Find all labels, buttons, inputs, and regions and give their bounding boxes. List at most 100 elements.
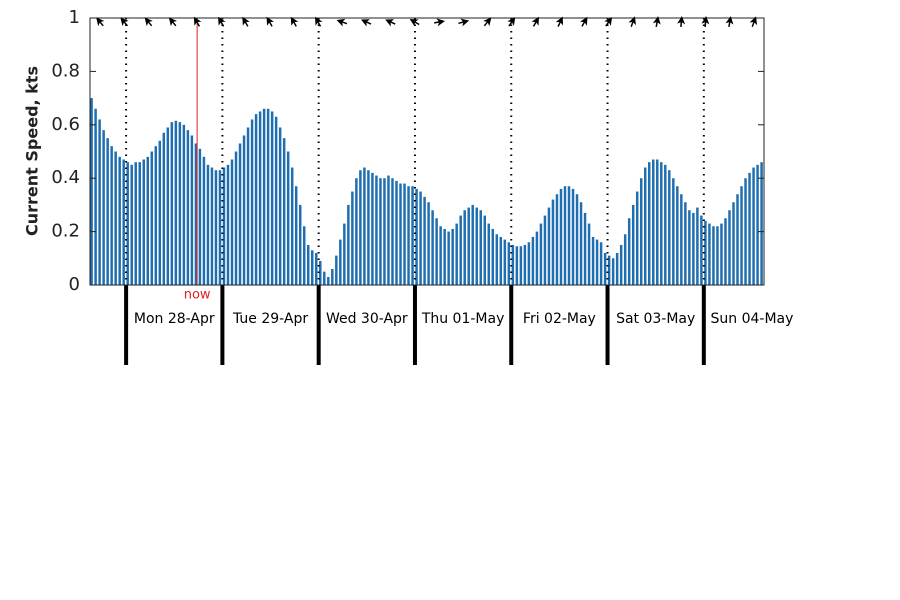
bar <box>664 164 667 285</box>
direction-arrow <box>749 16 758 27</box>
y-tick-label: 0.6 <box>51 114 80 135</box>
now-label: now <box>184 288 211 303</box>
bar <box>491 228 495 285</box>
bar <box>631 204 635 285</box>
bar <box>732 202 735 285</box>
bar <box>676 186 679 285</box>
bar <box>110 146 113 285</box>
arrow-head <box>193 16 202 26</box>
bar <box>700 215 703 285</box>
direction-arrow <box>628 16 636 27</box>
bar <box>335 255 338 285</box>
bar <box>479 210 482 285</box>
y-tick-label: 0.8 <box>51 60 80 81</box>
bar <box>315 252 318 285</box>
bar <box>499 236 503 285</box>
bar <box>439 226 442 285</box>
arrow-head <box>315 16 323 26</box>
bar <box>166 127 170 285</box>
y-tick-label: 0.2 <box>51 221 80 242</box>
bar <box>186 130 190 285</box>
bar <box>547 207 551 285</box>
direction-arrow <box>96 17 105 27</box>
bar <box>351 191 354 285</box>
direction-arrow <box>120 17 129 27</box>
bar <box>543 215 547 285</box>
bar <box>202 156 206 285</box>
day-label: Mon 28-Apr <box>134 311 215 327</box>
bar <box>407 186 410 285</box>
bar <box>367 170 370 285</box>
arrow-head <box>266 16 275 26</box>
bar <box>114 151 117 285</box>
direction-arrow <box>725 16 734 28</box>
bar <box>607 255 611 285</box>
direction-arrow <box>290 16 299 27</box>
direction-arrow <box>266 16 275 27</box>
bar <box>347 204 350 285</box>
arrow-head <box>168 17 178 27</box>
arrow-head <box>96 17 105 27</box>
bar <box>519 246 523 285</box>
bar <box>230 159 234 285</box>
bar <box>214 170 218 285</box>
bar <box>435 218 438 285</box>
bar <box>363 167 366 285</box>
bar <box>94 108 97 285</box>
bar <box>643 167 647 285</box>
bar <box>118 156 121 285</box>
bar <box>511 244 515 285</box>
bar <box>463 210 466 285</box>
bar <box>599 242 603 285</box>
bar <box>559 188 563 285</box>
bar <box>150 151 154 285</box>
day-label: Thu 01-May <box>421 311 505 327</box>
arrow-head <box>218 16 226 26</box>
bar <box>639 178 643 285</box>
day-label: Fri 02-May <box>523 311 596 327</box>
bar <box>238 143 242 285</box>
bar <box>102 130 105 285</box>
arrow-head <box>701 16 710 25</box>
bar <box>447 231 450 285</box>
bar <box>98 119 101 286</box>
bar <box>130 164 133 285</box>
arrow-head <box>652 16 661 25</box>
direction-arrow <box>193 16 202 27</box>
bar <box>122 159 125 285</box>
bar <box>286 151 290 285</box>
direction-arrow <box>579 16 588 27</box>
bar <box>724 218 727 285</box>
bar <box>403 183 406 285</box>
bar <box>579 202 583 285</box>
bar <box>154 146 158 285</box>
bar <box>539 223 543 285</box>
bar <box>728 210 731 285</box>
direction-arrow <box>385 19 396 27</box>
bar <box>339 239 342 285</box>
bar <box>551 199 555 285</box>
y-axis-label: Current Speed, kts <box>23 66 42 236</box>
direction-arrow <box>555 16 564 27</box>
bar <box>427 202 430 285</box>
bar <box>226 164 230 285</box>
bar <box>748 172 751 285</box>
arrow-head <box>677 16 686 25</box>
day-label: Sun 04-May <box>711 311 794 327</box>
bar <box>708 223 711 285</box>
arrow-head <box>144 17 153 27</box>
bar <box>696 207 699 285</box>
bar <box>359 170 362 285</box>
bar <box>455 223 458 285</box>
bar <box>688 210 691 285</box>
bar <box>736 194 739 285</box>
bar <box>282 138 286 285</box>
bar <box>591 236 595 285</box>
bar <box>507 242 511 285</box>
bar <box>387 175 390 285</box>
direction-arrow <box>144 17 153 27</box>
arrow-head <box>436 18 446 27</box>
bar <box>306 244 310 285</box>
day-label: Wed 30-Apr <box>326 311 408 327</box>
